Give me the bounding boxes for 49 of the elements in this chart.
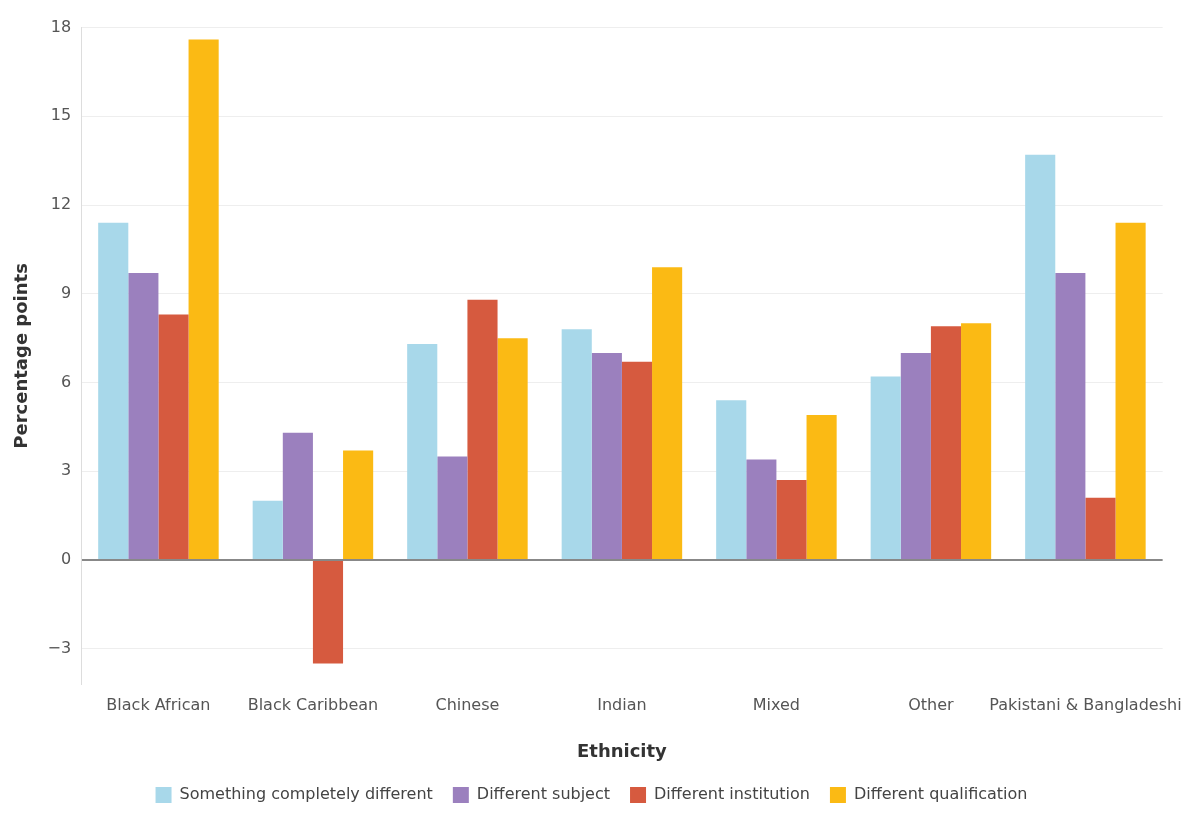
- legend-label: Different qualification: [853, 784, 1028, 804]
- y-tick-label: 0: [61, 549, 72, 569]
- bar: [497, 338, 528, 559]
- y-tick-label: 3: [61, 460, 72, 480]
- bar: [652, 267, 683, 559]
- bar: [1115, 222, 1146, 559]
- bar: [870, 376, 901, 559]
- bar: [1085, 497, 1116, 559]
- y-tick-label: 9: [61, 282, 72, 302]
- bar: [716, 400, 747, 559]
- bar: [806, 415, 837, 559]
- x-tick-label: Mixed: [752, 694, 801, 714]
- x-tick-label: Chinese: [435, 694, 500, 714]
- bar: [158, 314, 189, 559]
- bar: [128, 273, 159, 559]
- x-tick-label: Other: [908, 694, 955, 714]
- bar: [746, 459, 777, 559]
- y-tick-label: −3: [47, 637, 72, 657]
- bar: [188, 39, 219, 559]
- bar: [343, 450, 374, 559]
- x-axis-title: Ethnicity: [576, 739, 668, 761]
- x-tick-label: Indian: [597, 694, 647, 714]
- bar: [467, 299, 498, 559]
- bar: [561, 329, 592, 559]
- x-tick-label: Black Caribbean: [247, 694, 379, 714]
- bar: [282, 432, 313, 559]
- legend-label: Something completely different: [179, 784, 433, 804]
- bar: [621, 361, 653, 559]
- x-tick-label: Pakistani & Bangladeshi: [989, 694, 1182, 714]
- y-tick-label: 18: [50, 16, 72, 36]
- bar: [437, 456, 468, 559]
- bar: [930, 326, 962, 559]
- bar: [1055, 273, 1086, 559]
- bar: [407, 344, 438, 559]
- bar: [591, 352, 622, 559]
- bar: [776, 480, 807, 559]
- y-tick-label: 12: [50, 194, 72, 214]
- bar: [312, 560, 344, 664]
- y-axis-title: Percentage points: [10, 263, 32, 449]
- bar: [900, 352, 931, 559]
- bar: [252, 500, 283, 559]
- bar: [98, 222, 129, 559]
- y-tick-label: 15: [50, 105, 72, 125]
- bar: [1025, 154, 1056, 559]
- legend-label: Different institution: [654, 784, 810, 804]
- y-tick-label: 6: [61, 371, 72, 391]
- x-tick-label: Black African: [106, 694, 211, 714]
- bar: [961, 323, 992, 559]
- legend-label: Different subject: [476, 784, 611, 804]
